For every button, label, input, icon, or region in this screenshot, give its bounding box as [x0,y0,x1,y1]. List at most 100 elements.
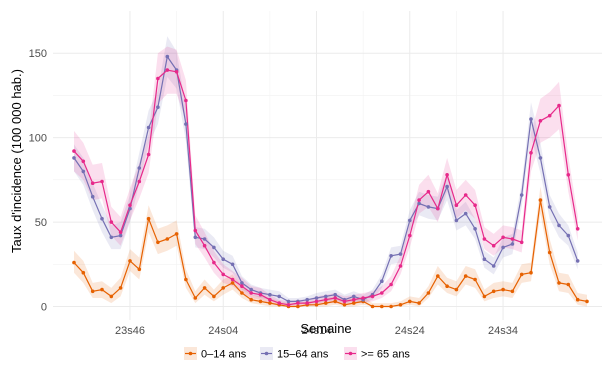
data-point-0-14-ans [398,303,403,307]
legend-label-15-64-ans: 15–64 ans [277,349,329,361]
data-point-15-64-ans [408,218,412,223]
data-point-15-64-ans [380,279,384,284]
data-point-15-64-ans [426,205,431,209]
data-point-15-64-ans [100,216,104,221]
data-point-0-14-ans [380,304,384,309]
data-point-65-ans [90,181,95,185]
data-point-15-64-ans [277,294,282,299]
data-point-0-14-ans [324,301,328,305]
data-point-65-ans [575,227,580,231]
legend: 0–14 ans 15–64 ans >= 65 ans [184,347,410,361]
data-point-65-ans [296,301,300,305]
data-point-15-64-ans [165,54,170,59]
data-point-0-14-ans [193,296,198,300]
data-point-0-14-ans [137,267,142,272]
data-point-0-14-ans [128,259,132,263]
data-point-65-ans [100,179,104,184]
y-tick-label: 0 [41,301,47,313]
data-point-65-ans [538,119,543,123]
data-point-65-ans [482,237,487,241]
data-point-65-ans [174,70,179,74]
data-point-15-64-ans [519,193,524,197]
data-point-15-64-ans [137,166,142,170]
data-point-65-ans [212,260,216,265]
data-point-0-14-ans [519,272,524,277]
data-point-15-64-ans [72,156,76,160]
data-point-65-ans [324,297,328,302]
data-point-15-64-ans [193,235,198,240]
data-point-65-ans [463,193,468,197]
data-point-15-64-ans [81,169,86,174]
data-point-0-14-ans [436,274,440,278]
data-point-65-ans [426,189,431,194]
data-point-65-ans [352,297,356,302]
y-tick-label: 100 [29,133,47,145]
data-point-0-14-ans [538,198,543,202]
legend-label-0-14-ans: 0–14 ans [201,349,247,361]
data-point-65-ans [202,243,207,248]
data-point-0-14-ans [165,237,170,241]
data-point-0-14-ans [230,281,235,285]
data-point-0-14-ans [566,282,571,287]
x-tick-label: 24s04 [208,325,238,337]
data-point-65-ans [268,297,272,302]
data-point-65-ans [137,179,142,184]
data-point-65-ans [370,294,375,299]
data-point-65-ans [118,230,123,234]
data-point-15-64-ans [156,105,160,109]
data-point-15-64-ans [240,281,244,285]
data-point-0-14-ans [547,250,552,255]
data-point-65-ans [333,296,338,300]
data-point-15-64-ans [417,201,421,206]
data-point-15-64-ans [90,194,95,199]
legend-key-15-64-ans [260,347,273,360]
data-point-15-64-ans [566,233,571,238]
data-point-65-ans [510,237,515,241]
data-point-0-14-ans [90,289,95,294]
data-point-65-ans [193,228,198,233]
data-point-65-ans [408,233,412,238]
data-point-0-14-ans [585,299,589,304]
data-point-0-14-ans [557,281,561,285]
data-point-0-14-ans [296,304,300,309]
x-axis-title: Semaine [300,321,351,336]
data-point-0-14-ans [109,294,114,299]
data-point-15-64-ans [286,299,291,304]
grid-lines [53,11,602,320]
data-point-65-ans [128,203,132,207]
data-point-15-64-ans [118,233,123,238]
data-point-0-14-ans [501,287,505,292]
data-point-0-14-ans [212,294,216,299]
data-point-0-14-ans [370,304,375,309]
data-point-65-ans [436,206,440,211]
x-tick-label: 24s34 [488,325,518,337]
data-point-15-64-ans [454,218,459,223]
data-point-0-14-ans [333,299,338,304]
data-point-0-14-ans [426,291,431,295]
data-point-65-ans [221,272,225,277]
data-point-15-64-ans [529,117,533,121]
data-point-0-14-ans [510,289,515,294]
data-point-15-64-ans [230,262,235,267]
data-point-0-14-ans [184,277,188,282]
data-point-15-64-ans [482,257,487,262]
data-point-0-14-ans [174,232,179,236]
data-point-65-ans [389,282,393,287]
data-point-0-14-ans [268,301,272,305]
data-point-0-14-ans [156,240,160,245]
data-point-65-ans [445,173,449,177]
data-point-15-64-ans [146,125,151,130]
data-point-15-64-ans [352,294,356,299]
data-point-65-ans [501,235,505,240]
data-point-65-ans [519,240,524,245]
data-point-15-64-ans [389,254,393,258]
data-point-0-14-ans [342,303,347,307]
legend-label-65-ans: >= 65 ans [361,349,410,361]
data-point-65-ans [277,301,282,305]
x-axis-ticks: 23s46 24s04 24s14 24s24 24s34 [115,325,518,337]
data-point-15-64-ans [445,184,449,189]
data-point-65-ans [417,198,421,202]
data-point-65-ans [557,103,561,108]
data-point-65-ans [380,291,384,295]
data-point-65-ans [109,220,114,224]
